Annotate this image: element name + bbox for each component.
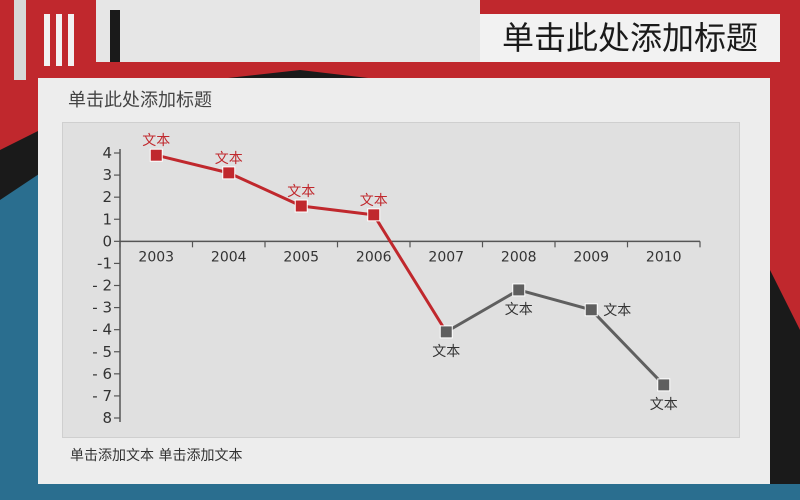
x-tick-label: 2004 <box>211 249 247 265</box>
series-line-segment <box>227 171 303 208</box>
data-point-marker <box>294 199 308 213</box>
data-point-label: 文本 <box>360 193 388 209</box>
slide-title[interactable]: 单击此处添加标题 <box>501 19 758 57</box>
series-line-segment <box>299 204 376 217</box>
chart-title[interactable]: 单击此处添加标题 <box>68 90 212 111</box>
chart-plot-area <box>62 122 740 438</box>
series-line-segment <box>372 213 448 334</box>
x-tick-label: 2003 <box>138 249 174 265</box>
x-tick-label: 2008 <box>501 249 537 265</box>
x-tick-label: 2006 <box>356 249 392 265</box>
y-tick-label: 2 <box>102 188 112 206</box>
y-tick-label: - 4 <box>92 321 112 339</box>
x-tick-label: 2010 <box>646 249 682 265</box>
data-point-marker <box>222 166 236 180</box>
y-tick-label: 1 <box>102 210 112 228</box>
y-tick-label: - 7 <box>92 387 112 405</box>
footer-note[interactable]: 单击添加文本 单击添加文本 <box>70 448 243 464</box>
data-point-label: 文本 <box>650 397 678 413</box>
x-tick-label: 2007 <box>428 249 464 265</box>
bottom-strip <box>0 484 800 500</box>
data-point-marker <box>584 303 598 317</box>
data-point-label: 文本 <box>505 302 533 318</box>
data-point-label: 文本 <box>603 303 631 319</box>
y-tick-label: 3 <box>102 166 112 184</box>
data-point-marker <box>439 325 453 339</box>
x-tick-label: 2005 <box>283 249 319 265</box>
data-point-label: 文本 <box>142 133 170 149</box>
data-point-label: 文本 <box>432 344 460 360</box>
y-tick-label: - 5 <box>92 343 112 361</box>
header-bar <box>480 14 780 62</box>
data-point-label: 文本 <box>215 151 243 167</box>
data-point-marker <box>512 283 526 297</box>
data-point-marker <box>367 208 381 222</box>
y-tick-label: -1 <box>97 254 112 272</box>
series-line-segment <box>589 308 666 387</box>
series-line-segment <box>154 153 231 175</box>
y-tick-label: 8 <box>102 409 112 427</box>
data-point-marker <box>149 148 163 162</box>
x-tick-label: 2009 <box>573 249 609 265</box>
y-tick-label: 0 <box>102 232 112 250</box>
y-tick-label: - 2 <box>92 277 112 295</box>
y-tick-label: - 6 <box>92 365 112 383</box>
series-line-segment <box>517 288 593 312</box>
data-point-label: 文本 <box>287 184 315 200</box>
y-tick-label: - 3 <box>92 299 112 317</box>
series-line-segment <box>444 288 521 334</box>
y-tick-label: 4 <box>102 144 112 162</box>
data-point-marker <box>657 378 671 392</box>
